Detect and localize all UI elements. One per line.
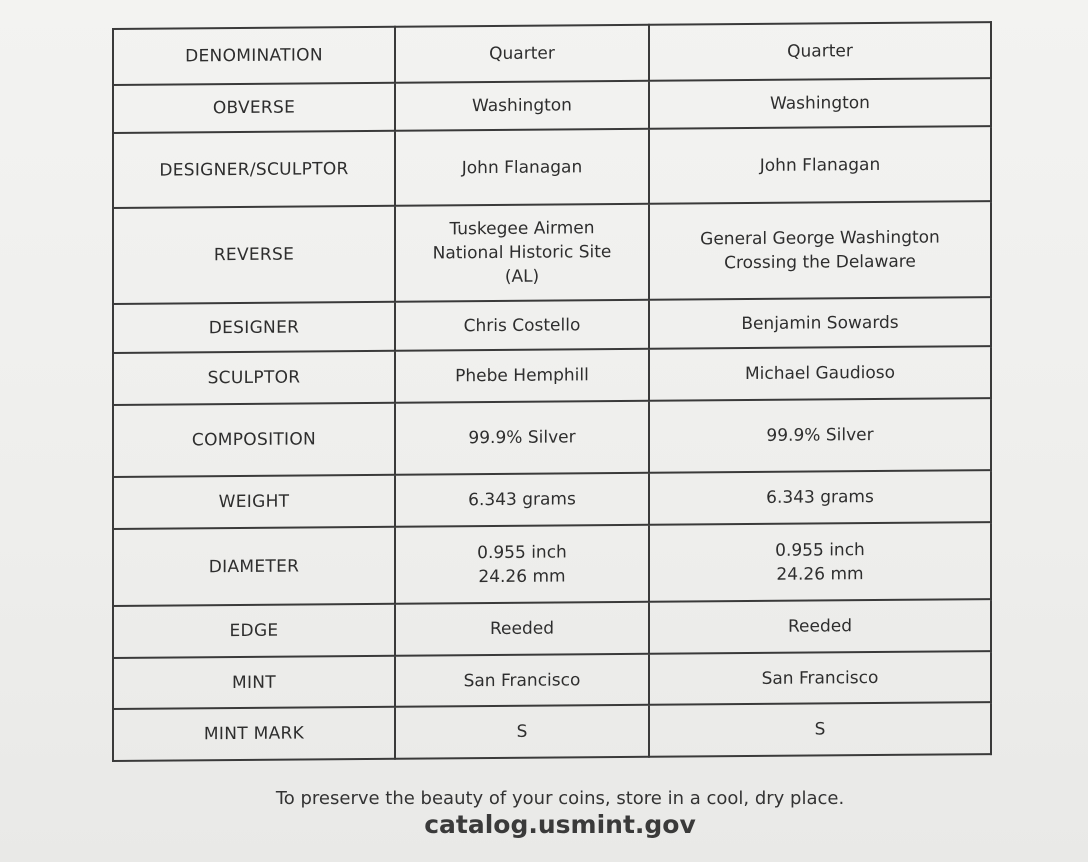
coin-2-value: Reeded xyxy=(649,599,991,654)
table-row: EDGE Reeded Reeded xyxy=(113,599,991,658)
table-row: OBVERSE Washington Washington xyxy=(113,78,991,133)
row-label: DESIGNER/SCULPTOR xyxy=(113,130,395,208)
row-label: EDGE xyxy=(113,603,395,658)
coin-1-value: Tuskegee Airmen National Historic Site (… xyxy=(395,203,649,302)
row-label: DESIGNER xyxy=(113,301,395,353)
coin-1-value: Phebe Hemphill xyxy=(395,348,649,403)
coin-1-value: S xyxy=(395,704,649,759)
coin-1-value: Washington xyxy=(395,80,649,131)
coin-2-value: Washington xyxy=(649,78,991,129)
row-label: MINT xyxy=(113,655,395,709)
coin-2-value: Michael Gaudioso xyxy=(649,346,991,401)
table-row: REVERSE Tuskegee Airmen National Historic… xyxy=(113,201,991,304)
coin-specs-table: DENOMINATION Quarter Quarter OBVERSE Washing… xyxy=(112,21,992,762)
table-row: DESIGNER/SCULPTOR John Flanagan John Flana… xyxy=(113,126,991,208)
coin-2-value: S xyxy=(649,702,991,757)
coin-2-value: 0.955 inch 24.26 mm xyxy=(649,522,991,602)
row-label: COMPOSITION xyxy=(113,402,395,477)
coin-2-value: 6.343 grams xyxy=(649,470,991,525)
coin-1-value: 0.955 inch 24.26 mm xyxy=(395,524,649,604)
coin-1-value: Quarter xyxy=(395,24,649,83)
table-row: DESIGNER Chris Costello Benjamin Sowards xyxy=(113,297,991,353)
table-row: MINT MARK S S xyxy=(113,702,991,761)
table-row: DENOMINATION Quarter Quarter xyxy=(113,22,991,85)
coin-1-value: John Flanagan xyxy=(395,128,649,206)
table-row: COMPOSITION 99.9% Silver 99.9% Silver xyxy=(113,398,991,477)
table-row: MINT San Francisco San Francisco xyxy=(113,651,991,709)
coin-2-value: 99.9% Silver xyxy=(649,398,991,473)
coin-1-value: Reeded xyxy=(395,601,649,656)
row-label: WEIGHT xyxy=(113,474,395,529)
row-label: REVERSE xyxy=(113,205,395,304)
row-label: DENOMINATION xyxy=(113,26,395,85)
coin-1-value: 99.9% Silver xyxy=(395,400,649,475)
coin-1-value: Chris Costello xyxy=(395,299,649,351)
table-row: WEIGHT 6.343 grams 6.343 grams xyxy=(113,470,991,529)
row-label: DIAMETER xyxy=(113,526,395,606)
care-note: To preserve the beauty of your coins, st… xyxy=(275,788,845,809)
coin-2-value: Benjamin Sowards xyxy=(649,297,991,349)
table-row: SCULPTOR Phebe Hemphill Michael Gaudioso xyxy=(113,346,991,405)
coin-1-value: 6.343 grams xyxy=(395,472,649,527)
catalog-url: catalog.usmint.gov xyxy=(424,810,696,839)
coin-1-value: San Francisco xyxy=(395,653,649,707)
row-label: SCULPTOR xyxy=(113,350,395,405)
coin-2-value: General George Washington Crossing the D… xyxy=(649,201,991,300)
row-label: OBVERSE xyxy=(113,82,395,133)
coin-2-value: San Francisco xyxy=(649,651,991,705)
row-label: MINT MARK xyxy=(113,706,395,761)
coin-2-value: Quarter xyxy=(649,22,991,81)
coin-2-value: John Flanagan xyxy=(649,126,991,204)
table-row: DIAMETER 0.955 inch 24.26 mm 0.955 inch 24… xyxy=(113,522,991,606)
